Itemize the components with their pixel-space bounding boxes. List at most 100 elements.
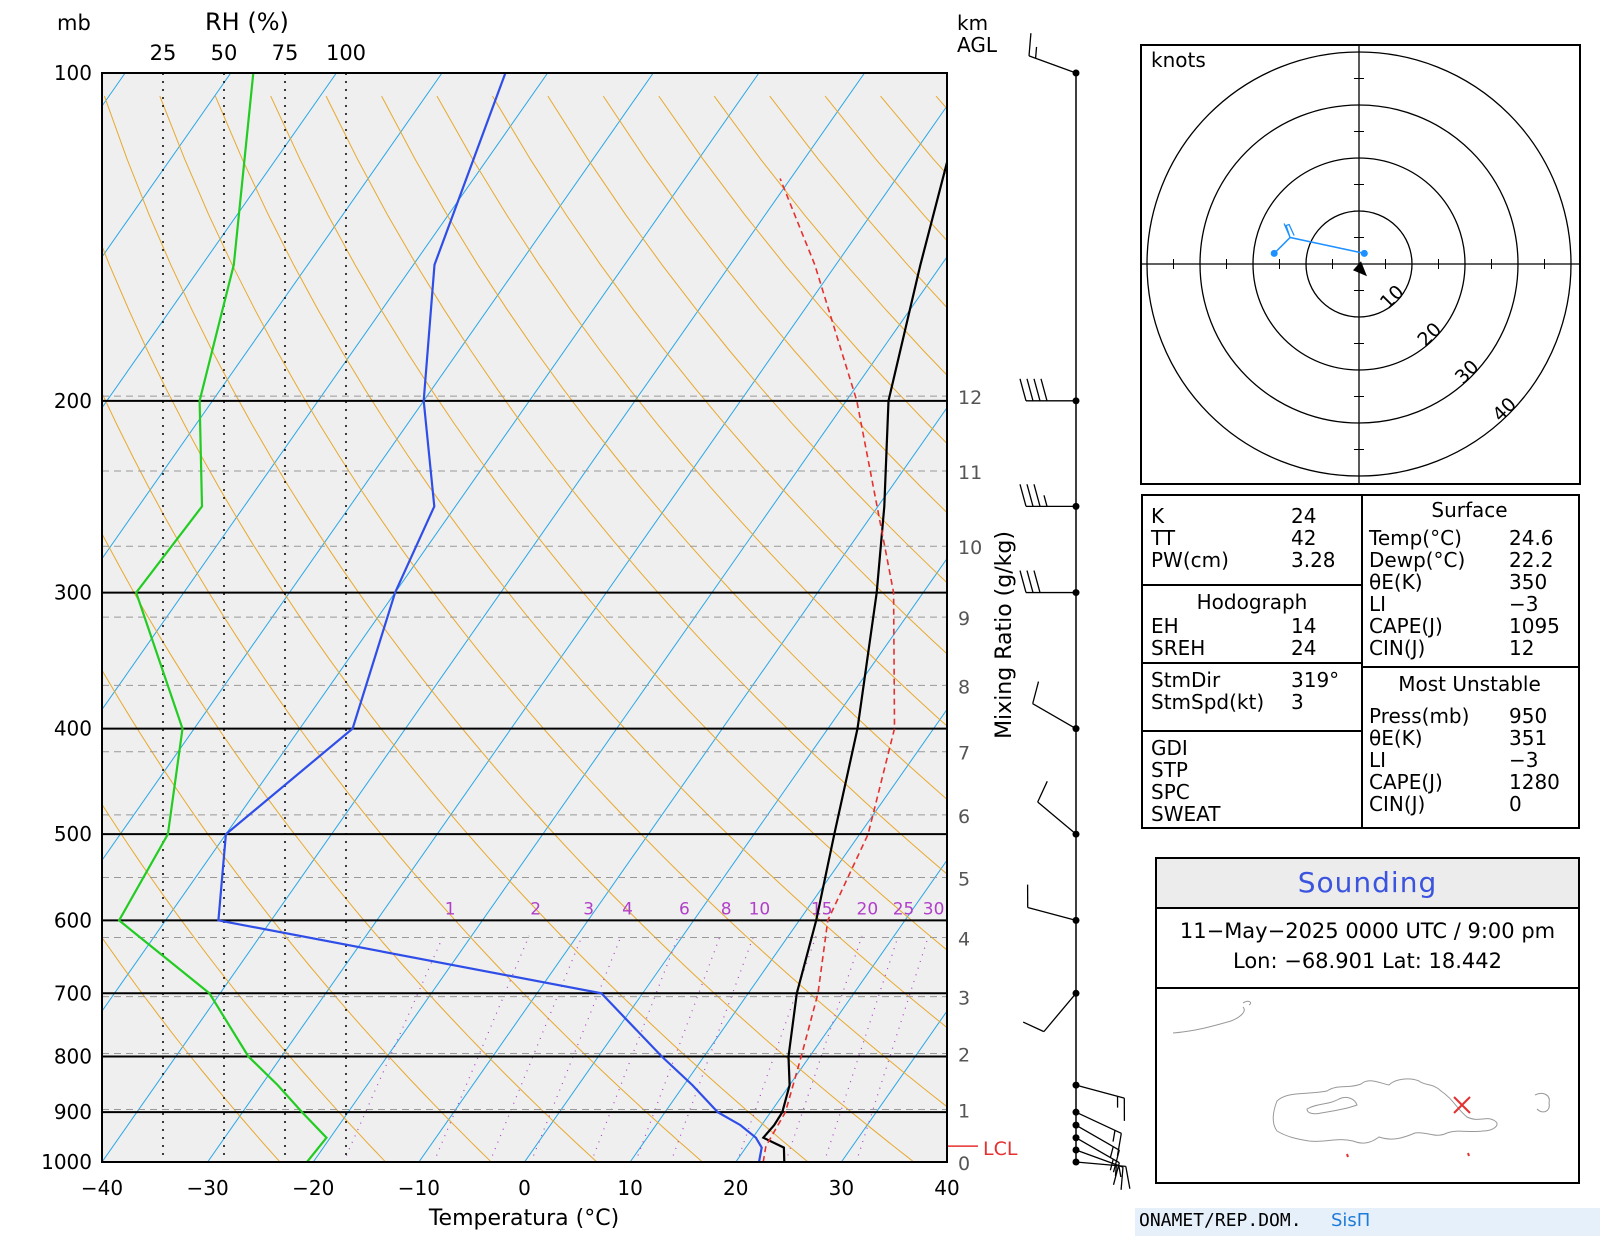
height-tick-label: 6 <box>958 806 970 828</box>
isotherm-line <box>102 73 760 1013</box>
mixing-ratio-tick-label: 20 <box>857 899 879 919</box>
sounding-title: Sounding <box>1157 859 1578 909</box>
mixing-ratio-tick-label: 30 <box>923 899 945 919</box>
index-tt-label: TT <box>1151 526 1176 550</box>
most-unstable-3-value: 1280 <box>1509 770 1560 794</box>
most-unstable-2-label: LI <box>1369 748 1387 772</box>
sounding-location: Lon: −68.901 Lat: 18.442 <box>1232 949 1503 973</box>
surface-2-value: 350 <box>1509 570 1548 594</box>
wind-barb <box>1019 570 1080 597</box>
hodograph-trace <box>1273 236 1365 255</box>
rh-tick-label: 75 <box>272 41 299 65</box>
hodograph-start-point <box>1270 249 1278 257</box>
surface-4-label: CAPE(J) <box>1369 614 1443 638</box>
surface-5-label: CIN(J) <box>1369 636 1426 660</box>
index-k-value: 24 <box>1291 504 1317 528</box>
index-gdi-label: GDI <box>1151 736 1188 760</box>
height-tick-label: 8 <box>958 676 970 698</box>
temperature-profile-line <box>761 157 947 1162</box>
index-sweat-label: SWEAT <box>1151 802 1221 826</box>
most-unstable-4-value: 0 <box>1509 792 1522 816</box>
hodograph-units-label: knots <box>1151 48 1206 72</box>
height-tick-label: 12 <box>958 387 982 409</box>
location-map <box>1172 1000 1550 1158</box>
wind-barb <box>1026 884 1080 924</box>
indices-panel: K 24 TT 42 PW(cm) 3.28 Hodograph EH 14 SREH 24 StmD… <box>1141 494 1580 829</box>
index-stmdir-value: 319° <box>1291 668 1340 692</box>
dry-adiabat-line <box>270 95 947 951</box>
most-unstable-3-label: CAPE(J) <box>1369 770 1443 794</box>
surface-3-value: −3 <box>1509 592 1539 616</box>
dry-adiabat-line <box>381 95 947 801</box>
height-agl-label: AGL <box>957 33 998 57</box>
temperature-tick-label: 40 <box>934 1176 959 1200</box>
index-eh-value: 14 <box>1291 614 1317 638</box>
height-tick-label: 2 <box>958 1044 970 1066</box>
temperature-tick-label: 10 <box>617 1176 642 1200</box>
plot-frame <box>101 72 948 1163</box>
dry-adiabat-line <box>102 532 598 1162</box>
temperature-tick-label: −40 <box>81 1176 123 1200</box>
rh-tick-label: 25 <box>150 41 177 65</box>
sounding-info-panel: Sounding 11−May−2025 0000 UTC / 9:00 pm … <box>1155 857 1580 1184</box>
surface-4-value: 1095 <box>1509 614 1560 638</box>
wind-barb <box>1072 1108 1122 1156</box>
pressure-tick-label: 900 <box>54 1100 92 1124</box>
isotherm-line <box>0 73 20 1162</box>
index-k-label: K <box>1151 504 1165 528</box>
mixing-ratio-line <box>785 935 863 1162</box>
mixing-ratio-tick-label: 4 <box>622 899 633 919</box>
temperature-tick-label: 20 <box>723 1176 748 1200</box>
rh-profile-line <box>117 73 328 1162</box>
index-stp-label: STP <box>1151 758 1188 782</box>
pressure-tick-label: 400 <box>54 717 92 741</box>
hispaniola-outline <box>1272 1078 1498 1144</box>
pressure-tick-label: 700 <box>54 981 92 1005</box>
map-dot <box>1467 1152 1470 1157</box>
height-tick-label: 7 <box>958 743 970 765</box>
height-tick-label: 9 <box>958 608 970 630</box>
wind-barb <box>1028 33 1080 77</box>
isotherm-line <box>102 73 443 560</box>
temperature-tick-label: 0 <box>518 1176 531 1200</box>
footer-org: ONAMET/REP.DOM. <box>1139 1210 1302 1231</box>
index-sreh-label: SREH <box>1151 636 1206 660</box>
surface-5-value: 12 <box>1509 636 1535 660</box>
temperature-tick-label: −10 <box>398 1176 440 1200</box>
temperature-tick-label: −30 <box>187 1176 229 1200</box>
height-tick-label: 5 <box>958 869 970 891</box>
pressure-tick-label: 100 <box>54 61 92 85</box>
index-pwcm-value: 3.28 <box>1291 548 1336 572</box>
index-eh-label: EH <box>1151 614 1179 638</box>
mixing-ratio-tick-label: 2 <box>530 899 541 919</box>
surface-1-label: Dewp(°C) <box>1369 548 1466 572</box>
surface-0-value: 24.6 <box>1509 526 1554 550</box>
mixing-ratio-tick-label: 10 <box>749 899 771 919</box>
rh-tick-label: 100 <box>326 41 366 65</box>
haiti-peninsula <box>1306 1096 1358 1115</box>
pressure-tick-label: 600 <box>54 908 92 932</box>
surface-3-label: LI <box>1369 592 1387 616</box>
wind-barb <box>1072 1081 1126 1121</box>
dewpoint-profile-line <box>217 73 763 1162</box>
index-stmdir-label: StmDir <box>1151 668 1221 692</box>
isotherm-line <box>524 557 947 1162</box>
mixing-ratio-tick-label: 6 <box>679 899 690 919</box>
most-unstable-1-value: 351 <box>1509 726 1548 750</box>
wind-barb <box>1072 1158 1131 1189</box>
rh-tick-label: 50 <box>211 41 238 65</box>
isotherm-line <box>735 859 947 1162</box>
puerto-rico-outline <box>1534 1092 1550 1113</box>
dry-adiabat-line <box>214 95 947 1029</box>
hodograph-mini-barb <box>1283 223 1295 238</box>
dry-adiabat-line <box>325 95 947 875</box>
pressure-tick-label: 800 <box>54 1044 92 1068</box>
dry-adiabat-line <box>547 95 947 584</box>
location-marker-x2 <box>1453 1096 1471 1114</box>
dry-adiabat-line <box>103 95 915 1162</box>
mixing-ratio-tick-label: 1 <box>445 899 456 919</box>
wind-barb <box>1072 1134 1120 1185</box>
mixing-ratio-tick-label: 25 <box>893 899 915 919</box>
surface-section-title: Surface <box>1431 498 1508 522</box>
